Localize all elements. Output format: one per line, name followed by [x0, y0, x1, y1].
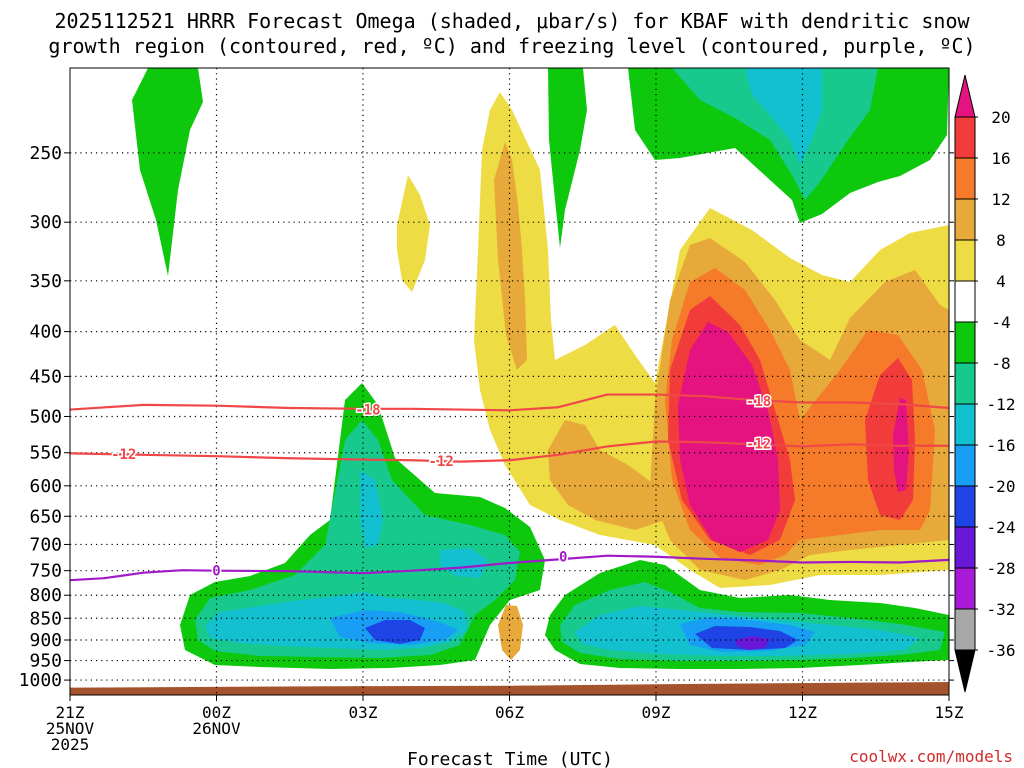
colorbar-swatch: [954, 608, 976, 651]
colorbar-legend: 20 16 12 8 4 -4 -8 -12 -16 -20 -24 -28 -32 -36: [954, 74, 1016, 693]
colorbar-swatch: [954, 362, 976, 405]
dgz-contour-minus12-label: -12: [428, 454, 453, 470]
omega-shaded-field: [132, 68, 949, 669]
x-tick-label: 12Z: [788, 703, 817, 722]
omega-region-neg-left-low: [360, 470, 383, 548]
omega-region-neg-upper-right-core: [745, 68, 822, 165]
colorbar-label: -12: [987, 395, 1016, 414]
x-tick-label: 26NOV: [192, 719, 241, 738]
y-tick-label: 450: [29, 366, 62, 387]
freezing-level-contour-label: 0: [559, 550, 567, 566]
x-tick-label: 21Z: [56, 703, 85, 722]
y-tick-label: 800: [29, 585, 62, 606]
omega-region-pos-main-core: [498, 605, 523, 660]
colorbar-swatch: [954, 157, 976, 200]
dgz-contour-minus12-label: -12: [746, 437, 771, 453]
dgz-contour-minus18: [70, 393, 949, 412]
source-watermark[interactable]: coolwx.com/models: [849, 747, 1013, 766]
colorbar-swatch: [954, 444, 976, 487]
omega-region-neg-left-low-core: [365, 620, 425, 644]
colorbar-swatch-bottom: [954, 649, 976, 693]
y-tick-label: 350: [29, 271, 62, 292]
dgz-contour-minus12: [70, 440, 949, 463]
omega-region-pos-main-core: [494, 142, 527, 370]
y-tick-label: 250: [29, 143, 62, 164]
chart-title-line-2: growth region (contoured, red, ºC) and f…: [48, 34, 976, 58]
colorbar-swatch: [954, 403, 976, 446]
colorbar-label: -28: [987, 559, 1016, 578]
colorbar-label: -4: [991, 313, 1010, 332]
y-tick-label: 1000: [19, 670, 62, 691]
y-tick-label: 650: [29, 506, 62, 527]
dgz-contour-minus18-label: -18: [746, 394, 771, 410]
x-tick-label: 2025: [51, 735, 90, 754]
y-tick-label: 900: [29, 630, 62, 651]
colorbar-swatch: [954, 198, 976, 241]
colorbar-label: 20: [991, 108, 1010, 127]
contour-labels: -18 -18 -12 -12 -12 0 0: [110, 392, 773, 581]
omega-region-neg-left-low: [195, 420, 520, 658]
chart-title-line-1: 2025112521 HRRR Forecast Omega (shaded, …: [54, 9, 970, 33]
y-tick-label: 950: [29, 651, 62, 672]
x-tick-label: 03Z: [349, 703, 378, 722]
colorbar-label: 12: [991, 190, 1010, 209]
freezing-level-contour-label: 0: [212, 564, 220, 580]
omega-region-neg-upper-left: [132, 68, 203, 276]
colorbar-swatch: [954, 280, 976, 323]
y-tick-label: 600: [29, 476, 62, 497]
colorbar-label: -20: [987, 477, 1016, 496]
colorbar-swatch: [954, 526, 976, 569]
colorbar-swatch: [954, 239, 976, 282]
x-tick-label: 15Z: [935, 703, 964, 722]
omega-region-neg-mid: [548, 68, 587, 248]
omega-region-pos-main-peak: [678, 322, 780, 552]
colorbar-swatch-top: [954, 74, 976, 118]
x-axis-title: Forecast Time (UTC): [407, 749, 613, 768]
colorbar-label: 16: [991, 149, 1010, 168]
x-tick-label: 06Z: [495, 703, 524, 722]
y-tick-label: 500: [29, 406, 62, 427]
y-axis: 2503003504004505005506006507007508008509…: [19, 143, 954, 691]
y-tick-label: 700: [29, 534, 62, 555]
y-tick-label: 400: [29, 322, 62, 343]
x-tick-label: 09Z: [642, 703, 671, 722]
colorbar-swatch: [954, 485, 976, 528]
colorbar-label: -8: [991, 354, 1010, 373]
omega-region-pos-main-core: [548, 420, 665, 530]
colorbar-label: -16: [987, 436, 1016, 455]
colorbar-label: -36: [987, 641, 1016, 660]
colorbar-swatch: [954, 567, 976, 610]
colorbar-swatch: [954, 321, 976, 364]
x-tick-label: 25NOV: [46, 719, 95, 738]
colorbar-label: 8: [996, 231, 1006, 250]
freezing-level-contour: [70, 554, 949, 582]
x-tick-label: 00Z: [202, 703, 231, 722]
colorbar-label: 4: [996, 272, 1006, 291]
y-tick-label: 750: [29, 561, 62, 582]
y-tick-label: 550: [29, 443, 62, 464]
omega-region-neg-upper-right-core: [672, 68, 878, 200]
dgz-contour-minus18-label: -18: [355, 403, 380, 419]
colorbar-label: -24: [987, 518, 1016, 537]
y-tick-label: 300: [29, 212, 62, 233]
terrain-band: [70, 681, 949, 695]
grid-vertical: [215, 68, 804, 695]
y-tick-label: 850: [29, 608, 62, 629]
colorbar-swatch: [954, 116, 976, 159]
colorbar-label: -32: [987, 600, 1016, 619]
omega-region-neg-right-low-peak: [735, 636, 770, 650]
omega-region-pos-isolated: [397, 175, 430, 292]
dgz-contour-minus12-label: -12: [111, 447, 136, 463]
contour-lines: [70, 393, 949, 582]
